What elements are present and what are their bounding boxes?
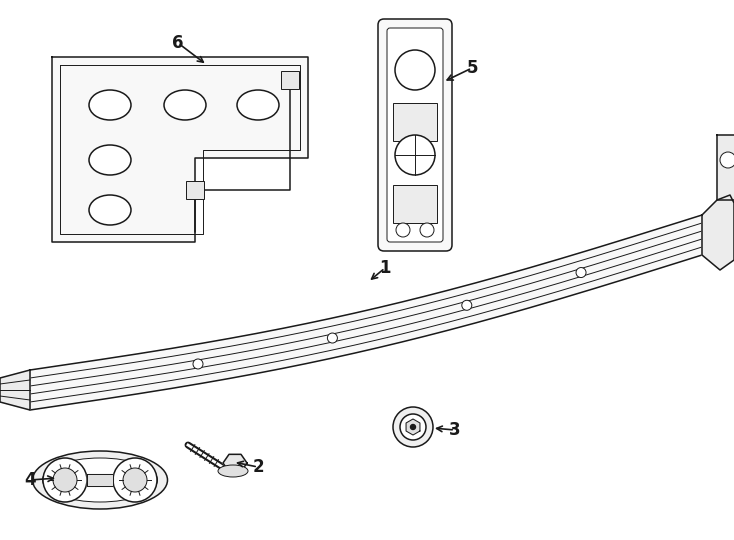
Polygon shape [717,135,734,200]
Text: 6: 6 [172,34,184,52]
Ellipse shape [32,451,167,509]
Text: 2: 2 [252,458,264,476]
Circle shape [393,407,433,447]
Circle shape [327,333,338,343]
FancyBboxPatch shape [378,19,452,251]
Circle shape [462,300,472,310]
Ellipse shape [89,90,131,120]
Circle shape [720,152,734,168]
Circle shape [576,267,586,278]
Polygon shape [52,57,308,242]
Circle shape [420,223,434,237]
FancyBboxPatch shape [387,28,443,242]
Circle shape [395,50,435,90]
Polygon shape [30,215,702,410]
Text: 3: 3 [449,421,461,439]
Polygon shape [87,474,113,486]
Circle shape [53,468,77,492]
Circle shape [193,359,203,369]
Text: 4: 4 [24,471,36,489]
Ellipse shape [218,465,248,477]
Circle shape [410,424,415,429]
Polygon shape [0,370,30,410]
Bar [281,71,299,89]
Circle shape [43,458,87,502]
Ellipse shape [43,458,158,502]
Polygon shape [702,195,734,270]
Text: 1: 1 [379,259,390,277]
Bar [393,103,437,141]
Ellipse shape [237,90,279,120]
Circle shape [123,468,147,492]
Ellipse shape [89,195,131,225]
Bar [186,181,204,199]
Ellipse shape [89,145,131,175]
Polygon shape [406,419,420,435]
Circle shape [400,414,426,440]
Text: 5: 5 [466,59,478,77]
Circle shape [113,458,157,502]
Polygon shape [223,454,247,471]
Circle shape [395,135,435,175]
Circle shape [396,223,410,237]
Ellipse shape [164,90,206,120]
Bar [393,185,437,223]
